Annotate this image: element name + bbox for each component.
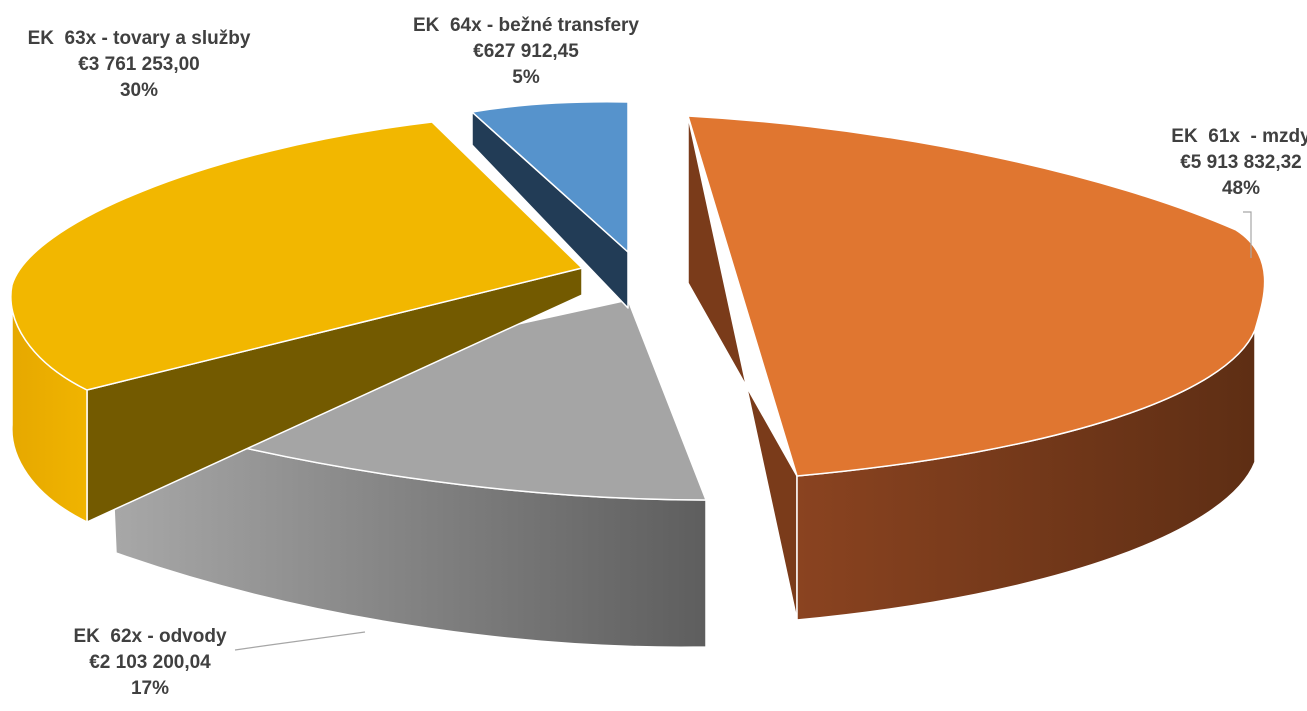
percent-label: 48% bbox=[1222, 178, 1260, 199]
data-label-ek-64x-bezne-transfery: EK 64x - bežné transfery €627 912,45 5% bbox=[413, 15, 639, 88]
category-label: EK 64x - bežné transfery bbox=[413, 15, 639, 36]
data-label-ek-63x-tovary-a-sluzby: EK 63x - tovary a služby €3 761 253,00 30% bbox=[28, 28, 251, 101]
percent-label: 5% bbox=[512, 67, 540, 88]
percent-label: 17% bbox=[131, 678, 169, 699]
slice-ek-64x-bezne-transfery bbox=[471, 101, 629, 309]
category-label: EK 61x - mzdy bbox=[1171, 126, 1307, 147]
leader-line-2 bbox=[234, 631, 366, 651]
category-label: EK 63x - tovary a služby bbox=[28, 28, 251, 49]
value-label: €627 912,45 bbox=[473, 41, 579, 62]
slice-ek-63x-tovary-a-sluzby bbox=[10, 121, 583, 523]
leader-line-1 bbox=[1243, 211, 1252, 258]
leader-lines-layer bbox=[234, 211, 1252, 651]
value-label: €5 913 832,32 bbox=[1180, 152, 1302, 173]
slice-top-ek-64x-bezne-transfery bbox=[471, 101, 629, 253]
slices-layer bbox=[10, 101, 1266, 648]
data-label-ek-62x-odvody: EK 62x - odvody €2 103 200,04 17% bbox=[73, 626, 227, 699]
slice-top-ek-61x-mzdy bbox=[687, 115, 1266, 477]
value-label: €3 761 253,00 bbox=[78, 54, 200, 75]
slice-ek-62x-odvody bbox=[109, 299, 707, 648]
slice-top-ek-63x-tovary-a-sluzby bbox=[10, 121, 583, 391]
slice-ek-61x-mzdy bbox=[687, 115, 1266, 621]
labels-layer: EK 61x - mzdy €5 913 832,32 48% EK 62x - od… bbox=[28, 15, 1307, 699]
data-label-ek-61x-mzdy: EK 61x - mzdy €5 913 832,32 48% bbox=[1171, 126, 1307, 199]
category-label: EK 62x - odvody bbox=[73, 626, 227, 647]
percent-label: 30% bbox=[120, 80, 158, 101]
value-label: €2 103 200,04 bbox=[89, 652, 211, 673]
